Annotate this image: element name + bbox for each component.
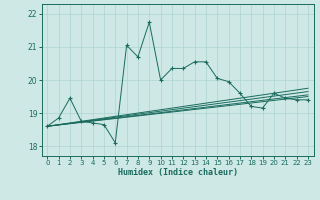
X-axis label: Humidex (Indice chaleur): Humidex (Indice chaleur) (118, 168, 237, 177)
